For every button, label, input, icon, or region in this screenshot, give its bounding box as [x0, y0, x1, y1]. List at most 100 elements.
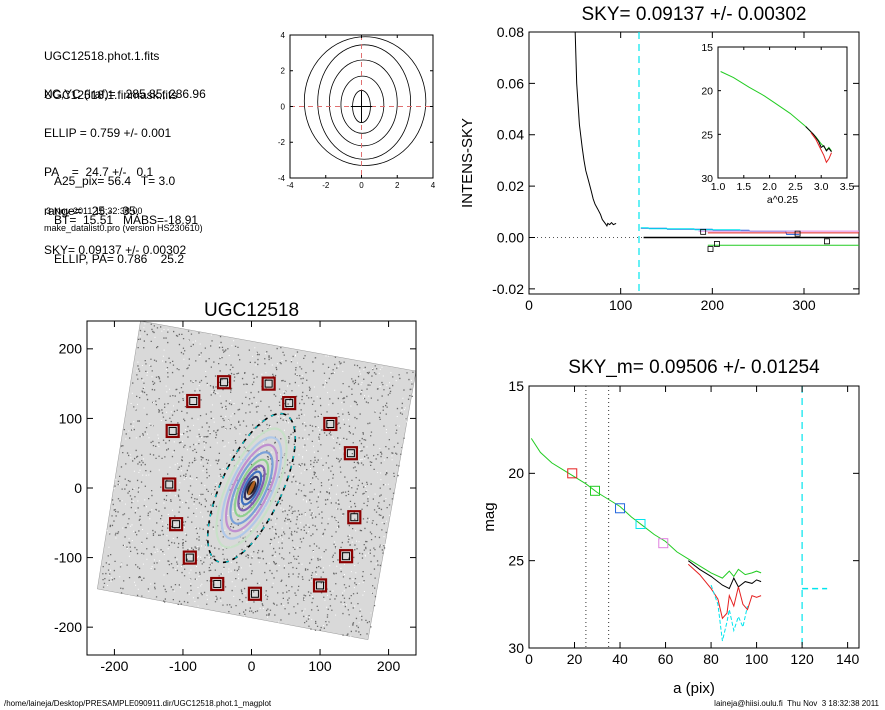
sky-box	[186, 393, 201, 409]
sky-box	[312, 578, 328, 593]
mag-xtick-label: 120	[790, 651, 814, 667]
galaxy-isophote	[237, 464, 266, 512]
sky-series-line	[574, 32, 617, 227]
mag-frame	[528, 385, 860, 649]
galaxy-isophote	[229, 451, 274, 525]
contour-ytick-label: 2	[281, 67, 286, 76]
contour-line	[317, 44, 412, 160]
mag-series-line	[530, 438, 762, 579]
contour-ytick-label: 4	[281, 31, 286, 40]
inset-series-line	[805, 126, 832, 153]
mag-xtick-label: 140	[836, 651, 860, 667]
inset-xtick-label: 1.0	[711, 181, 726, 193]
sky-marker	[824, 238, 830, 245]
mag-ytick-label: 25	[508, 553, 524, 569]
program-version: make_datalist0.pro (version HS230610)	[44, 223, 203, 233]
sky-xtick-label: 300	[792, 297, 816, 313]
info-line: UGC12518.phot.1.fits	[44, 49, 160, 63]
galaxy-ytick-label: -100	[54, 549, 82, 565]
contour-line	[303, 36, 427, 166]
sky-box	[247, 586, 263, 601]
contour-xtick-label: -4	[286, 181, 294, 190]
sky-box-inner	[213, 580, 222, 589]
galaxy-xtick-label: -100	[169, 658, 197, 674]
mag-xtick-label: 60	[658, 651, 674, 667]
sky-box-inner	[264, 379, 273, 388]
info-line: ELLIP, PA= 0.786 25.2	[54, 252, 184, 266]
inset-xtick-label: 2.5	[788, 181, 803, 193]
sky-box-inner	[326, 419, 335, 428]
contour-line	[328, 59, 398, 147]
galaxy-xtick-label: 0	[248, 658, 256, 674]
mag-ytick-label: 20	[508, 465, 524, 481]
galaxy-core	[247, 480, 256, 496]
mag-ytick-label: 15	[508, 378, 524, 394]
galaxy-isophote	[225, 443, 278, 533]
inset-xtick-label: 3.0	[814, 181, 829, 193]
contour-xtick-label: 2	[395, 181, 400, 190]
inset-ytick-label: 20	[701, 86, 713, 98]
sky-box	[347, 510, 362, 525]
inset-ytick-label: 30	[701, 173, 713, 185]
contour-ytick-label: -4	[278, 174, 286, 183]
sky-box-inner	[168, 426, 177, 435]
galaxy-noise	[102, 323, 414, 636]
mag-ytick-label: 30	[508, 640, 524, 656]
sky-ytick-label: 0.08	[497, 24, 524, 40]
mag-marker	[658, 538, 669, 549]
contour-xtick-label: 4	[431, 181, 436, 190]
mag-xtick-label: 100	[745, 651, 769, 667]
galaxy-outer-ellipse-cyan	[207, 413, 296, 563]
info-line: BT= 15.51 MABS=-18.91	[54, 213, 199, 227]
info-line: XC,YC (iraf)= 285.85, 286.96	[44, 87, 206, 101]
galaxy-isophote	[240, 470, 263, 506]
info-block-2: XC,YC (iraf)= 285.85, 286.96 ELLIP = 0.7…	[44, 62, 206, 270]
contour-ytick-label: 0	[281, 102, 286, 111]
galaxy-ytick-label: 200	[59, 341, 83, 357]
sky-box-inner	[220, 378, 229, 387]
sky-box	[162, 477, 177, 492]
sky-ylabel: INTENS-SKY	[459, 118, 476, 208]
contour-line	[340, 75, 385, 134]
sky-box-inner	[350, 513, 359, 522]
mag-xtick-label: 20	[567, 651, 583, 667]
mag-series-line	[687, 563, 762, 620]
sky-box-inner	[189, 397, 198, 406]
sky-marker	[794, 230, 801, 237]
timestamp: 3-Nov-2011 18:32:38.00	[46, 206, 143, 216]
inset-xtick-label: 3.5	[840, 181, 855, 193]
inset-ytick-label: 25	[701, 129, 713, 141]
sky-box	[165, 423, 180, 439]
mag-xtick-label: 80	[703, 651, 719, 667]
sky-marker	[707, 246, 714, 252]
sky-ytick-label: 0.06	[497, 75, 524, 91]
sky-box	[169, 517, 184, 532]
mag-marker	[615, 503, 626, 514]
info-block-1: UGC12518.phot.1.fits UGC12518.1.finmask.…	[44, 24, 177, 115]
contour-xtick-label: 0	[359, 181, 364, 190]
inset-frame	[717, 46, 848, 179]
sky-box-inner	[285, 399, 294, 408]
sky-box-inner	[342, 552, 351, 561]
info-line: ELLIP = 0.759 +/- 0.001	[44, 126, 172, 140]
sky-ytick-label: -0.02	[492, 281, 524, 297]
info-line: SKY= 0.09137 +/- 0.00302	[44, 243, 187, 257]
info-block-3: A25_pix= 56.4 T= 3.0 BT= 15.51 MABS=-18.…	[54, 149, 198, 279]
galaxy-isophote	[215, 427, 288, 549]
mag-marker	[567, 468, 578, 479]
info-line: A25_pix= 56.4 T= 3.0	[54, 174, 176, 188]
sky-box-inner	[316, 581, 325, 590]
galaxy-xtick-label: 100	[308, 658, 332, 674]
info-line: UGC12518.1.finmask.fits	[44, 88, 178, 102]
mag-xtick-label: 40	[612, 651, 628, 667]
sky-box-inner	[165, 480, 174, 489]
footer-user: laineja@hiisi.oulu.fi Thu Nov 3 18:32:38…	[714, 699, 879, 708]
sky-box	[182, 550, 197, 565]
sky-box	[261, 376, 276, 391]
sky-box	[210, 576, 225, 592]
galaxy-title: UGC12518	[204, 300, 299, 321]
footer-path: /home/laineja/Desktop/PRESAMPLE090911.di…	[4, 699, 272, 708]
sky-marker	[714, 241, 720, 247]
sky-ytick-label: 0.02	[497, 178, 524, 194]
